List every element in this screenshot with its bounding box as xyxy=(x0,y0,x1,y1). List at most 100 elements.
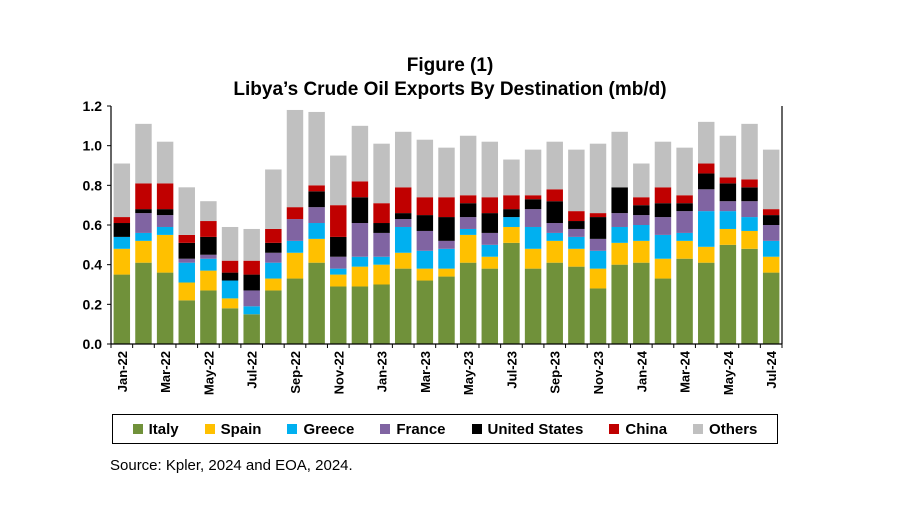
bar-segment-spain xyxy=(719,228,737,245)
legend-label-spain: Spain xyxy=(220,420,262,438)
bar-segment-united-states xyxy=(135,209,152,214)
bar-segment-france xyxy=(373,232,390,257)
bar-segment-spain xyxy=(200,270,217,291)
bar-segment-france xyxy=(676,211,693,233)
bar-segment-italy xyxy=(373,284,390,344)
bar-segment-spain xyxy=(156,234,174,273)
bar-segment-others xyxy=(589,143,607,214)
legend-item-france: France xyxy=(380,420,446,438)
axes: 0.0 0.2 0.4 0.6 0.8 1.0 1.2 Jan-22 Mar-22 May-22 J… xyxy=(83,98,783,395)
bar-segment-spain xyxy=(286,252,304,279)
stacked-bar-chart: 0.0 0.2 0.4 0.6 0.8 1.0 1.2 Jan-22 Mar-22 May-22 J… xyxy=(83,98,783,395)
legend-label-greece: Greece xyxy=(303,420,355,438)
x-tick-label: Jul-24 xyxy=(764,350,779,388)
bar-segment-others xyxy=(330,155,347,206)
y-tick-label: 0.0 xyxy=(83,336,103,352)
bar-segment-france xyxy=(351,223,369,257)
legend-swatch-spain xyxy=(204,424,215,434)
bar-segment-spain xyxy=(546,240,563,263)
bar-segment-spain xyxy=(394,252,412,269)
bar-segment-china xyxy=(546,189,563,202)
x-tick-label: Jul-23 xyxy=(504,351,519,389)
bar-segment-united-states xyxy=(481,213,499,233)
bar-segment-italy xyxy=(546,262,563,344)
bar-segment-italy xyxy=(568,266,585,344)
bar-segment-france xyxy=(135,213,152,233)
bar-segment-united-states xyxy=(676,203,693,212)
bar-segment-others xyxy=(394,131,412,188)
bar-segment-china xyxy=(394,187,412,214)
legend-item-china: China xyxy=(609,421,667,438)
bar-segment-greece xyxy=(265,262,282,279)
bar-segment-italy xyxy=(676,258,693,344)
bar-segment-spain xyxy=(221,298,239,309)
bar-segment-china xyxy=(178,234,195,243)
bar-segment-united-states xyxy=(762,215,780,225)
x-tick-label: May-22 xyxy=(201,351,216,395)
bar-segment-united-states xyxy=(589,217,607,239)
bar-segment-italy xyxy=(200,290,217,344)
x-tick-label: Jul-22 xyxy=(245,351,260,389)
x-tick-label: Sep-22 xyxy=(288,351,303,394)
bar-segment-italy xyxy=(156,272,174,344)
y-tick-label: 1.0 xyxy=(83,138,103,154)
bar-segment-united-states xyxy=(719,183,737,202)
bar-segment-others xyxy=(416,139,434,198)
bar-segment-france xyxy=(330,256,347,269)
bar-segment-france xyxy=(524,209,542,227)
legend-swatch-france xyxy=(380,424,391,434)
bar-segment-china xyxy=(741,179,758,188)
y-tick-label: 0.8 xyxy=(83,177,103,193)
bar-segment-spain xyxy=(113,248,131,275)
bar-segment-greece xyxy=(308,223,325,239)
bar-segment-china xyxy=(654,187,672,204)
bar-segment-italy xyxy=(135,262,152,344)
bar-segment-greece xyxy=(633,225,650,241)
bar-segment-united-states xyxy=(741,187,758,202)
bar-segment-greece xyxy=(481,244,499,257)
bar-segment-france xyxy=(546,223,563,233)
bar-segment-others xyxy=(178,187,195,235)
legend-item-greece: Greece xyxy=(287,421,354,438)
bar-segment-united-states xyxy=(394,213,412,220)
bar-segment-united-states xyxy=(438,217,455,241)
bar-segment-italy xyxy=(243,314,260,344)
bar-segment-italy xyxy=(611,264,628,344)
bar-segment-spain xyxy=(524,248,542,269)
bar-segment-united-states xyxy=(568,221,585,229)
bar-segment-united-states xyxy=(611,187,628,214)
bar-segment-others xyxy=(762,149,780,210)
bar-segment-spain xyxy=(741,230,758,249)
bar-segment-china xyxy=(503,195,520,210)
bar-segment-greece xyxy=(568,236,585,249)
bar-segment-china xyxy=(308,185,325,192)
legend-label-france: France xyxy=(396,420,446,438)
bar-segment-france xyxy=(719,201,737,212)
bar-segment-china xyxy=(373,203,390,224)
bar-segment-greece xyxy=(589,250,607,269)
legend-swatch-china xyxy=(609,424,620,434)
bar-segment-greece xyxy=(676,232,693,241)
bar-segment-greece xyxy=(330,268,347,275)
bar-segment-greece xyxy=(156,226,174,235)
bar-segment-others xyxy=(719,135,737,178)
bar-segment-greece xyxy=(654,234,672,259)
legend-label-italy: Italy xyxy=(148,420,179,438)
bar-segment-others xyxy=(481,141,499,198)
bar-segment-greece xyxy=(373,256,390,265)
bar-segment-others xyxy=(200,201,217,222)
bar-segment-france xyxy=(611,213,628,227)
x-tick-label: Nov-23 xyxy=(591,351,606,394)
bar-segment-others xyxy=(503,159,520,196)
bar-segment-france xyxy=(481,232,499,245)
bar-segment-others xyxy=(633,163,650,198)
bar-segment-italy xyxy=(654,278,672,344)
bar-segment-greece xyxy=(243,306,260,315)
bar-segment-italy xyxy=(394,268,412,344)
bar-segment-greece xyxy=(524,226,542,249)
bar-segment-greece xyxy=(135,232,152,241)
chart-title: Libya’s Crude Oil Exports By Destination… xyxy=(233,79,667,100)
bar-segment-france xyxy=(156,215,174,227)
bar-segment-others xyxy=(438,147,455,198)
bar-segment-france xyxy=(416,230,434,251)
